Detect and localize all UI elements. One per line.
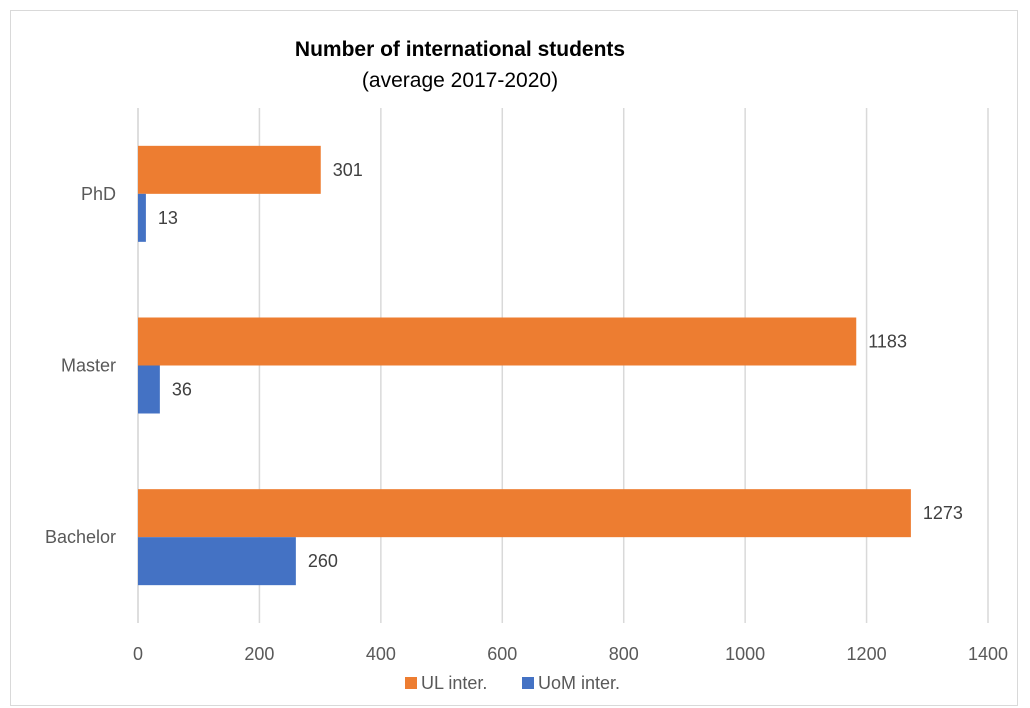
data-label: 260 [308, 551, 338, 571]
data-label: 36 [172, 380, 192, 400]
category-labels: PhD Master Bachelor [45, 184, 116, 547]
bar [138, 537, 296, 586]
bar [138, 317, 857, 366]
data-label: 301 [333, 160, 363, 180]
data-labels: 301 13 1183 36 1273 260 [158, 160, 963, 571]
x-tick-label: 600 [487, 644, 517, 664]
chart-subtitle: (average 2017-2020) [362, 69, 558, 92]
data-label: 1183 [868, 332, 907, 352]
x-tick-label: 1000 [725, 644, 765, 664]
chart-title: Number of international students [295, 38, 625, 61]
bars [138, 145, 911, 586]
legend-swatch [522, 677, 534, 689]
bar [138, 193, 146, 242]
x-tick-label: 0 [133, 644, 143, 664]
x-tick-label: 1400 [968, 644, 1008, 664]
x-tick-labels: 0 200 400 600 800 1000 1200 1400 [133, 644, 1008, 664]
legend-swatch [405, 677, 417, 689]
legend-label: UL inter. [421, 673, 487, 693]
x-tick-label: 200 [244, 644, 274, 664]
category-label: Master [61, 356, 116, 376]
data-label: 13 [158, 208, 178, 228]
legend: UL inter. UoM inter. [405, 673, 620, 693]
legend-label: UoM inter. [538, 673, 620, 693]
x-tick-label: 400 [366, 644, 396, 664]
bar [138, 145, 321, 194]
data-label: 1273 [923, 503, 963, 523]
category-label: PhD [81, 184, 116, 204]
category-label: Bachelor [45, 527, 116, 547]
x-tick-label: 800 [609, 644, 639, 664]
x-tick-label: 1200 [847, 644, 887, 664]
bar [138, 365, 160, 414]
bar [138, 489, 911, 538]
